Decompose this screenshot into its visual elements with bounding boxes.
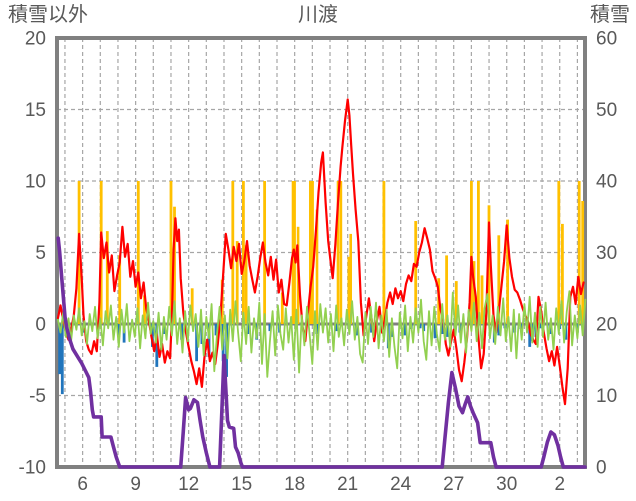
orange-bars-bar	[470, 181, 473, 324]
right-axis-tick-label: 30	[596, 243, 617, 264]
blue-bars-bar	[334, 324, 338, 332]
left-axis-tick-label: 10	[25, 172, 46, 193]
right-axis-tick-label: 10	[596, 386, 617, 407]
blue-bars-bar	[418, 324, 422, 329]
blue-bars-bar	[195, 324, 198, 362]
blue-bars-bar	[151, 324, 154, 347]
orange-bars-bar	[169, 181, 173, 324]
orange-bars-bar	[445, 255, 448, 324]
orange-bars-bar	[280, 292, 284, 324]
blue-bars-bar	[162, 324, 166, 334]
orange-bars-bar	[382, 181, 386, 324]
orange-bars-bar	[477, 181, 480, 324]
right-axis-tick-label: 40	[596, 172, 617, 193]
orange-bars-bar	[487, 205, 491, 324]
blue-bars-bar	[268, 324, 272, 332]
orange-bars-bar	[497, 235, 501, 324]
orange-bars-bar	[105, 231, 109, 324]
right-axis-tick-label: 20	[596, 315, 617, 336]
left-axis-tick-label: 0	[35, 315, 46, 336]
blue-bars-bar	[207, 324, 211, 357]
chart-title: 川渡	[298, 4, 338, 26]
blue-bars-bar	[497, 324, 501, 336]
left-axis-tick-label: 20	[25, 29, 46, 50]
left-axis-tick-label: 15	[25, 100, 46, 121]
orange-bars-bar	[506, 219, 509, 324]
orange-bars-bar	[242, 181, 245, 324]
orange-bars-bar	[581, 201, 585, 324]
x-axis-tick-label: 9	[130, 474, 141, 495]
orange-bars-bar	[336, 181, 340, 324]
right-axis-tick-label: 50	[596, 100, 617, 121]
orange-bars-bar	[557, 181, 561, 324]
x-axis-tick-label: 30	[496, 474, 517, 495]
blue-bars-bar	[58, 324, 61, 375]
orange-bars-bar	[347, 256, 351, 324]
orange-bars-bar	[454, 281, 458, 324]
orange-bars-bar	[472, 261, 476, 324]
orange-bars-bar	[480, 275, 484, 324]
blue-bars-bar	[60, 324, 64, 395]
x-axis-tick-label: 15	[231, 474, 252, 495]
orange-bars-bar	[349, 233, 352, 324]
x-axis-tick-label: 21	[337, 474, 358, 495]
blue-bars-bar	[117, 324, 121, 337]
orange-bars-bar	[339, 181, 343, 324]
x-axis-tick-label: 2	[554, 474, 565, 495]
orange-bars-bar	[577, 181, 581, 324]
orange-bars-bar	[118, 255, 122, 324]
blue-bars-bar	[528, 324, 532, 347]
x-axis-tick-label: 18	[284, 474, 305, 495]
x-axis-tick-label: 27	[443, 474, 464, 495]
blue-bars-bar	[370, 324, 373, 333]
orange-bars-bar	[190, 288, 194, 325]
orange-bars-bar	[315, 209, 319, 324]
blue-bars-bar	[538, 324, 542, 329]
right-axis-tick-label: 0	[596, 458, 607, 479]
x-axis-tick-label: 24	[390, 474, 412, 495]
orange-bars-bar	[143, 295, 146, 324]
green-line	[57, 290, 587, 378]
orange-bars-bar	[561, 223, 564, 324]
blue-bars-bar	[440, 324, 444, 334]
blue-bars-bar	[403, 324, 407, 336]
x-axis-tick-label: 12	[178, 474, 199, 495]
orange-bars-bar	[244, 245, 248, 324]
orange-bars-bar	[173, 206, 176, 324]
blue-bars-bar	[214, 324, 218, 336]
orange-bars-bar	[309, 181, 314, 324]
blue-bars-bar	[446, 324, 449, 337]
right-axis-title: 積雪	[590, 4, 630, 26]
blue-bars-bar	[433, 324, 437, 339]
left-axis-title: 積雪以外	[8, 4, 88, 26]
right-axis-tick-label: 60	[596, 29, 617, 50]
x-axis-tick-label: 6	[77, 474, 88, 495]
orange-bars-bar	[136, 181, 140, 324]
orange-bars-bar	[414, 221, 418, 324]
blue-bars-bar	[155, 324, 159, 367]
purple-line	[56, 236, 587, 469]
left-axis-tick-label: -5	[29, 386, 46, 407]
red-line	[56, 98, 585, 406]
orange-bars-bar	[235, 241, 239, 324]
left-axis-tick-label: 5	[35, 243, 46, 264]
left-axis-tick-label: -10	[19, 458, 46, 479]
